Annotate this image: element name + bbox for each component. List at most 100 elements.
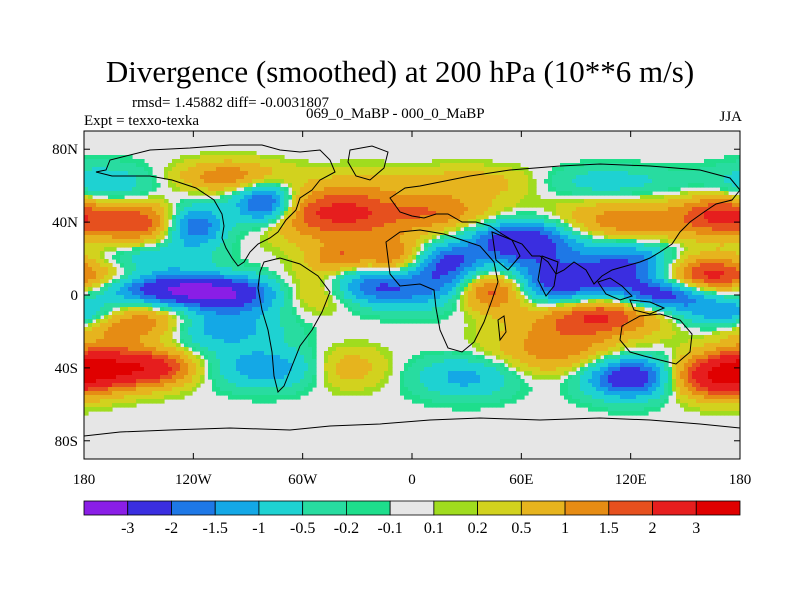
field-cell [504, 191, 509, 196]
field-cell [640, 243, 645, 248]
field-cell [432, 179, 437, 184]
field-cell [736, 235, 740, 240]
field-cell [500, 267, 505, 272]
field-cell [308, 195, 313, 200]
field-cell [144, 287, 149, 292]
field-cell [88, 239, 93, 244]
field-cell [352, 279, 357, 284]
field-cell [108, 267, 113, 272]
field-cell [592, 255, 597, 260]
field-cell [560, 175, 565, 180]
field-cell [512, 263, 517, 268]
field-cell [408, 211, 413, 216]
field-cell [592, 187, 597, 192]
field-cell [88, 283, 93, 288]
field-cell [708, 239, 713, 244]
field-cell [476, 195, 481, 200]
field-cell [428, 243, 433, 248]
field-cell [424, 203, 429, 208]
field-cell [320, 267, 325, 272]
field-cell [420, 267, 425, 272]
field-cell [308, 263, 313, 268]
field-cell [184, 183, 189, 188]
field-cell [432, 263, 437, 268]
field-cell [144, 231, 149, 236]
field-cell [268, 243, 273, 248]
field-cell [392, 199, 397, 204]
field-cell [216, 267, 221, 272]
field-cell [124, 235, 129, 240]
field-cell [456, 267, 461, 272]
field-cell [188, 199, 193, 204]
field-cell [456, 159, 461, 164]
field-cell [520, 223, 525, 228]
field-cell [648, 167, 653, 172]
field-cell [712, 199, 717, 204]
field-cell [712, 191, 717, 196]
field-cell [252, 211, 257, 216]
field-cell [540, 247, 545, 252]
field-cell [732, 267, 737, 272]
field-cell [320, 203, 325, 208]
field-cell [216, 199, 221, 204]
field-cell [412, 179, 417, 184]
field-cell [100, 207, 105, 212]
field-cell [276, 163, 281, 168]
field-cell [480, 283, 485, 288]
field-cell [256, 159, 261, 164]
field-cell [644, 191, 649, 196]
field-cell [480, 183, 485, 188]
field-cell [724, 203, 729, 208]
field-cell [468, 159, 473, 164]
field-cell [444, 159, 449, 164]
field-cell [704, 183, 709, 188]
field-cell [644, 267, 649, 272]
field-cell [412, 207, 417, 212]
field-cell [316, 287, 321, 292]
field-cell [628, 263, 633, 268]
field-cell [228, 155, 233, 160]
field-cell [616, 171, 621, 176]
field-cell [660, 235, 665, 240]
field-cell [404, 239, 409, 244]
field-cell [492, 187, 497, 192]
field-cell [408, 215, 413, 220]
field-cell [684, 219, 689, 224]
field-cell [216, 155, 221, 160]
field-cell [444, 199, 449, 204]
field-cell [276, 283, 281, 288]
field-cell [596, 199, 601, 204]
field-cell [224, 167, 229, 172]
field-cell [220, 191, 225, 196]
field-cell [288, 227, 293, 232]
field-cell [116, 163, 121, 168]
field-cell [688, 239, 693, 244]
field-cell [100, 191, 105, 196]
field-cell [440, 219, 445, 224]
field-cell [288, 219, 293, 224]
field-cell [648, 243, 653, 248]
field-cell [192, 207, 197, 212]
field-cell [348, 167, 353, 172]
field-cell [552, 247, 557, 252]
field-cell [672, 211, 677, 216]
field-cell [300, 279, 305, 284]
field-cell [668, 211, 673, 216]
field-cell [272, 203, 277, 208]
field-cell [184, 263, 189, 268]
field-cell [144, 183, 149, 188]
field-cell [344, 271, 349, 276]
field-cell [652, 175, 657, 180]
field-cell [304, 231, 309, 236]
field-cell [304, 199, 309, 204]
field-cell [624, 203, 629, 208]
field-cell [588, 215, 593, 220]
field-cell [172, 179, 177, 184]
field-cell [380, 175, 385, 180]
field-cell [220, 251, 225, 256]
field-cell [312, 227, 317, 232]
field-cell [732, 279, 737, 284]
field-cell [408, 195, 413, 200]
field-cell [672, 175, 677, 180]
field-cell [596, 267, 601, 272]
